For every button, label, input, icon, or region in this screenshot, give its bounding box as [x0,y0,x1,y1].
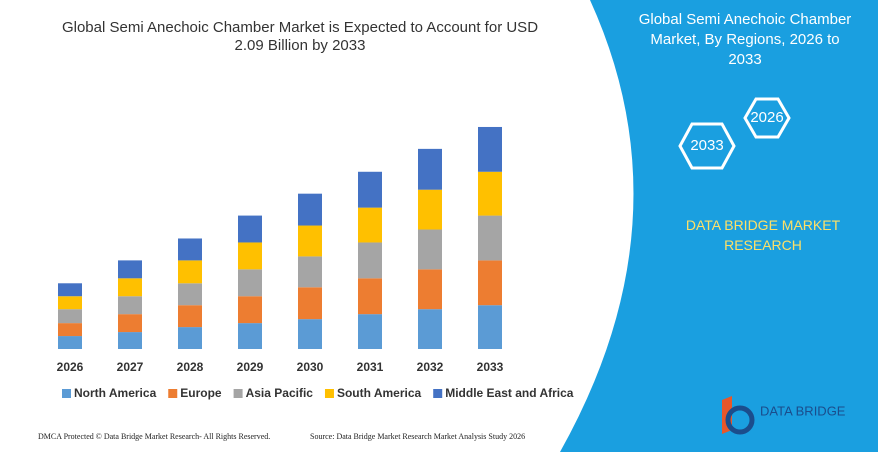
bar-segment [298,193,322,226]
x-tick-label: 2026 [57,360,84,374]
legend-label: Europe [180,386,222,400]
legend-label: South America [337,386,422,400]
x-tick-label: 2032 [417,360,444,374]
bar-segment [58,296,82,310]
x-tick-label: 2028 [177,360,204,374]
bar-segment [478,305,502,349]
logo-mark [725,405,755,435]
bar-segment [418,189,442,230]
bar-segment [478,260,502,306]
legend-label: North America [74,386,157,400]
bar-segment [418,269,442,310]
bar-segment [118,260,142,279]
hex-label: 2026 [750,109,783,126]
logo-text: DATA BRIDGE [760,403,846,418]
bar-segment [238,323,262,349]
chart-title-line1: Global Semi Anechoic Chamber Market is E… [62,19,538,54]
bar-segment [358,207,382,243]
side-panel [560,0,878,452]
footer-right: Source: Data Bridge Market Research Mark… [310,432,525,441]
hexagon [743,97,791,139]
bar-segment [58,283,82,297]
x-tick-label: 2029 [237,360,264,374]
bar-segment [58,309,82,324]
bar-segment [178,283,202,306]
x-tick-label: 2031 [357,360,384,374]
legend-swatch [233,389,243,398]
bar-segment [358,314,382,349]
bar-segment [118,314,142,333]
bar-segment [178,238,202,261]
bar-segment [238,242,262,270]
bar-segment [238,215,262,243]
x-tick-label: 2027 [117,360,144,374]
bar-segment [118,296,142,315]
x-tick-label: 2033 [477,360,504,374]
bar-segment [238,269,262,297]
legend-label: Middle East and Africa [445,386,574,400]
bar-segment [298,319,322,349]
bar-segment [178,327,202,349]
hexagon [678,122,736,170]
bar-segment [178,260,202,284]
bar-segment [118,332,142,349]
bar-segment [358,278,382,315]
legend-swatch [324,389,334,398]
bar-segment [298,256,322,288]
bar-segment [358,242,382,279]
brand: DATA BRIDGE MARKET RESEARCH [686,217,841,253]
bar-segment [418,229,442,270]
bar-segment [298,287,322,320]
bar-segment [358,171,382,208]
bar-segment [418,148,442,190]
bar-segment [298,225,322,257]
legend-swatch [62,389,71,398]
legend-swatch [168,389,178,398]
bar-segment [118,278,142,297]
bar-segment [178,305,202,328]
footer-left: DMCA Protected © Data Bridge Market Rese… [38,432,270,441]
bar-segment [238,296,262,324]
legend-swatch [433,389,443,398]
bar-segment [478,126,502,172]
bar-segment [58,323,82,337]
legend-label: Asia Pacific [246,386,314,400]
bar-segment [418,309,442,349]
hex-label: 2033 [690,137,723,154]
x-tick-label: 2030 [297,360,324,374]
bar-segment [58,336,82,349]
panel-title: Global Semi Anechoic Chamber Market, By R… [639,11,852,68]
bar-segment [478,171,502,216]
bar-segment [478,215,502,261]
